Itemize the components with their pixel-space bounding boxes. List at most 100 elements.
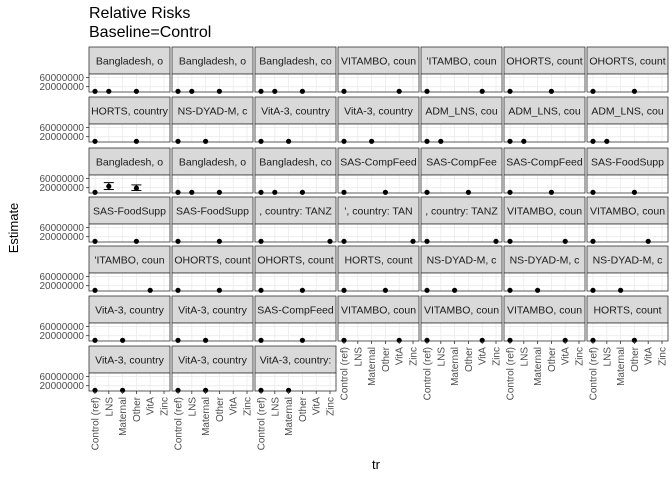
- data-point: [189, 88, 195, 94]
- data-point: [106, 183, 112, 189]
- data-point: [507, 238, 513, 244]
- y-tick-label: 20000000: [40, 232, 85, 243]
- facet-strip-label: Bangladesh, o: [96, 56, 163, 68]
- x-tick-label: Other: [381, 346, 392, 372]
- data-point: [299, 337, 305, 343]
- facet-strip: [337, 196, 420, 225]
- panel-background: [172, 373, 253, 391]
- panel-border: [503, 223, 586, 243]
- data-point: [258, 337, 264, 343]
- data-point: [424, 138, 430, 144]
- panel-background: [89, 323, 170, 341]
- facet-panel: SAS-CompFeed: [254, 295, 337, 343]
- facet-strip: [420, 96, 503, 125]
- x-tick-label: LNS: [602, 347, 613, 367]
- facet-strip: [88, 245, 171, 274]
- panel-background: [89, 273, 170, 291]
- data-point: [396, 337, 402, 343]
- panel-border: [586, 322, 669, 342]
- panel-border: [586, 174, 669, 194]
- facet-strip: [337, 147, 420, 176]
- x-tick-label: VitA: [312, 397, 323, 415]
- y-tick-label: 20000000: [40, 132, 85, 143]
- panel-background: [89, 373, 170, 391]
- panel-background: [255, 224, 336, 242]
- x-tick-label: VitA: [146, 397, 157, 415]
- data-point: [133, 238, 139, 244]
- facet-strip-label: SAS-CompFeed: [506, 157, 583, 169]
- y-tick-label: 60000000: [40, 372, 85, 383]
- panel-background: [421, 224, 502, 242]
- facet-strip-label: Bangladesh, co: [259, 56, 332, 68]
- y-tick-label: 60000000: [40, 174, 85, 185]
- panel-border: [88, 272, 171, 292]
- facet-panel: VitA-3, country: [171, 295, 254, 343]
- data-point: [369, 138, 375, 144]
- facet-strip-label: Bangladesh, o: [96, 157, 163, 169]
- y-tick-label: 60000000: [40, 272, 85, 283]
- x-tick-label: Control (ref): [423, 347, 434, 400]
- facet-strip-label: NS-DYAD-M, c: [593, 255, 663, 267]
- facet-panel: SAS-CompFeed: [337, 147, 420, 195]
- data-point: [272, 189, 278, 195]
- facet-strip: [337, 245, 420, 274]
- facet-strip-label: SAS-CompFeed: [257, 305, 334, 317]
- data-point: [590, 88, 596, 94]
- panel-border: [503, 73, 586, 93]
- panel-background: [504, 124, 585, 142]
- facet-strip-label: VitA-3, country: [344, 106, 413, 118]
- x-tick-label: Maternal: [201, 397, 212, 436]
- panel-border: [171, 174, 254, 194]
- facet-panel: VITAMBO, coun Control (ref) LNS Maternal Oth…: [503, 295, 586, 400]
- facet-strip-label: Bangladesh, co: [259, 157, 332, 169]
- facet-strip-label: VITAMBO, coun: [341, 305, 416, 317]
- facet-strip: [503, 96, 586, 125]
- data-point: [92, 287, 98, 293]
- data-point: [341, 88, 347, 94]
- facet-strip-label: OHORTS, count: [589, 56, 665, 68]
- x-tick-label: Zinc: [326, 397, 337, 416]
- facet-panel: VitA-3, country: [254, 96, 337, 144]
- data-point: [438, 138, 444, 144]
- data-point: [258, 88, 264, 94]
- panel-border: [171, 272, 254, 292]
- facet-strip-label: VITAMBO, coun: [590, 206, 665, 218]
- facet-strip-label: 'ITAMBO, coun: [94, 255, 164, 267]
- panel-background: [587, 224, 668, 242]
- x-tick-label: Other: [464, 346, 475, 372]
- data-point: [258, 138, 264, 144]
- data-point: [175, 189, 181, 195]
- data-point: [618, 287, 624, 293]
- x-tick-label: Maternal: [450, 347, 461, 386]
- facet-strip-label: ADM_LNS, cou: [425, 106, 498, 118]
- panel-background: [504, 175, 585, 193]
- x-tick-label: Maternal: [533, 347, 544, 386]
- data-point: [479, 337, 485, 343]
- x-tick-label: Maternal: [118, 397, 129, 436]
- facet-strip: [337, 96, 420, 125]
- facet-strip-label: ADM_LNS, cou: [591, 106, 664, 118]
- facet-strip-label: HORTS, country: [91, 106, 169, 118]
- data-point: [604, 138, 610, 144]
- panel-border: [337, 322, 420, 342]
- facet-panel: OHORTS, count: [254, 245, 337, 293]
- data-point: [189, 189, 195, 195]
- data-point: [175, 238, 181, 244]
- panel-border: [337, 223, 420, 243]
- data-point: [92, 138, 98, 144]
- x-tick-label: VitA: [395, 347, 406, 365]
- panel-background: [587, 124, 668, 142]
- data-point: [479, 88, 485, 94]
- panel-background: [89, 124, 170, 142]
- x-axis-title: tr: [372, 457, 381, 472]
- facet-panel: Bangladesh, co: [254, 147, 337, 195]
- facet-panel: ADM_LNS, cou: [420, 96, 503, 144]
- panel-border: [503, 174, 586, 194]
- panel-background: [338, 224, 419, 242]
- facet-strip: [88, 147, 171, 176]
- panel-border: [420, 223, 503, 243]
- facet-panel: Bangladesh, co: [254, 46, 337, 94]
- facet-strip: [254, 96, 337, 125]
- facet-strip: [503, 46, 586, 75]
